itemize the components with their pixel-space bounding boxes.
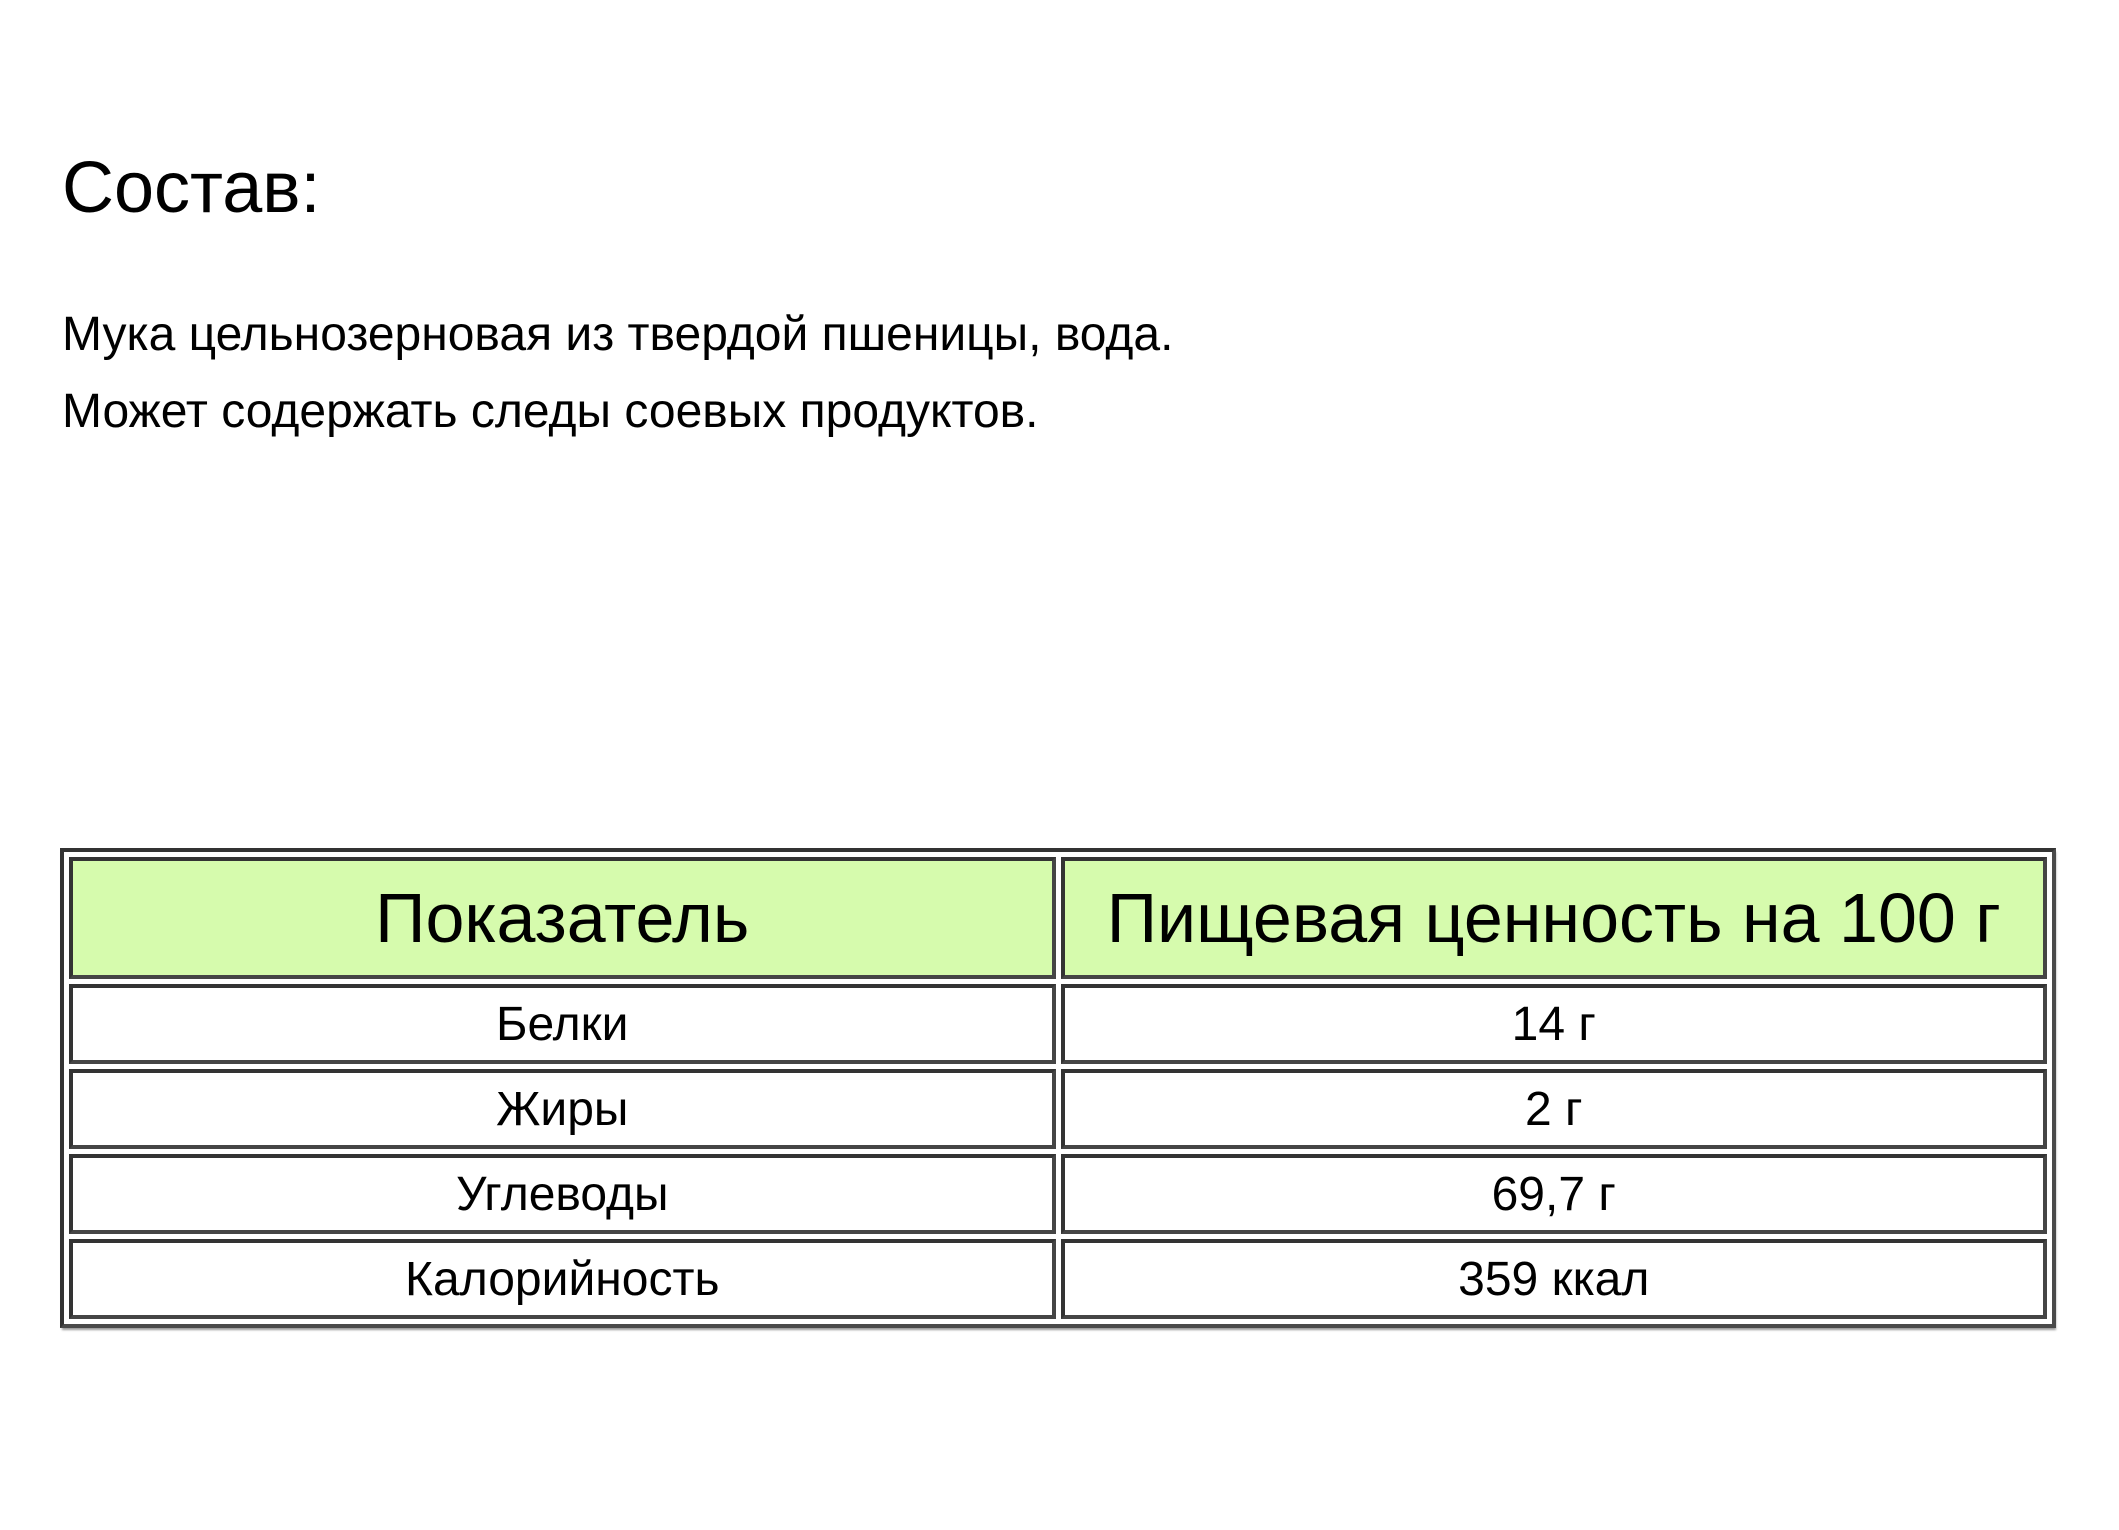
table-row: Белки 14 г xyxy=(69,984,2047,1064)
nutrition-table: Показатель Пищевая ценность на 100 г Бел… xyxy=(60,848,2056,1328)
value-cell: 14 г xyxy=(1060,984,2047,1064)
ingredients-line-2: Может содержать следы соевых продуктов. xyxy=(62,385,1039,438)
value-cell: 69,7 г xyxy=(1060,1154,2047,1234)
table-row: Углеводы 69,7 г xyxy=(69,1154,2047,1234)
column-header-nutrition-value: Пищевая ценность на 100 г xyxy=(1060,857,2047,979)
header-row: Показатель Пищевая ценность на 100 г xyxy=(69,857,2047,979)
nutrition-table-head: Показатель Пищевая ценность на 100 г xyxy=(69,857,2047,979)
column-header-indicator: Показатель xyxy=(69,857,1056,979)
indicator-cell: Белки xyxy=(69,984,1056,1064)
table-row: Жиры 2 г xyxy=(69,1069,2047,1149)
value-cell: 359 ккал xyxy=(1060,1239,2047,1319)
ingredients-text: Мука цельнозерновая из твердой пшеницы, … xyxy=(62,296,1173,450)
page-title: Состав: xyxy=(62,148,321,228)
indicator-cell: Калорийность xyxy=(69,1239,1056,1319)
value-cell: 2 г xyxy=(1060,1069,2047,1149)
ingredients-line-1: Мука цельнозерновая из твердой пшеницы, … xyxy=(62,308,1174,361)
table-row: Калорийность 359 ккал xyxy=(69,1239,2047,1319)
indicator-cell: Жиры xyxy=(69,1069,1056,1149)
nutrition-table-body: Белки 14 г Жиры 2 г Углеводы 69,7 г Калорийнос… xyxy=(69,984,2047,1319)
indicator-cell: Углеводы xyxy=(69,1154,1056,1234)
